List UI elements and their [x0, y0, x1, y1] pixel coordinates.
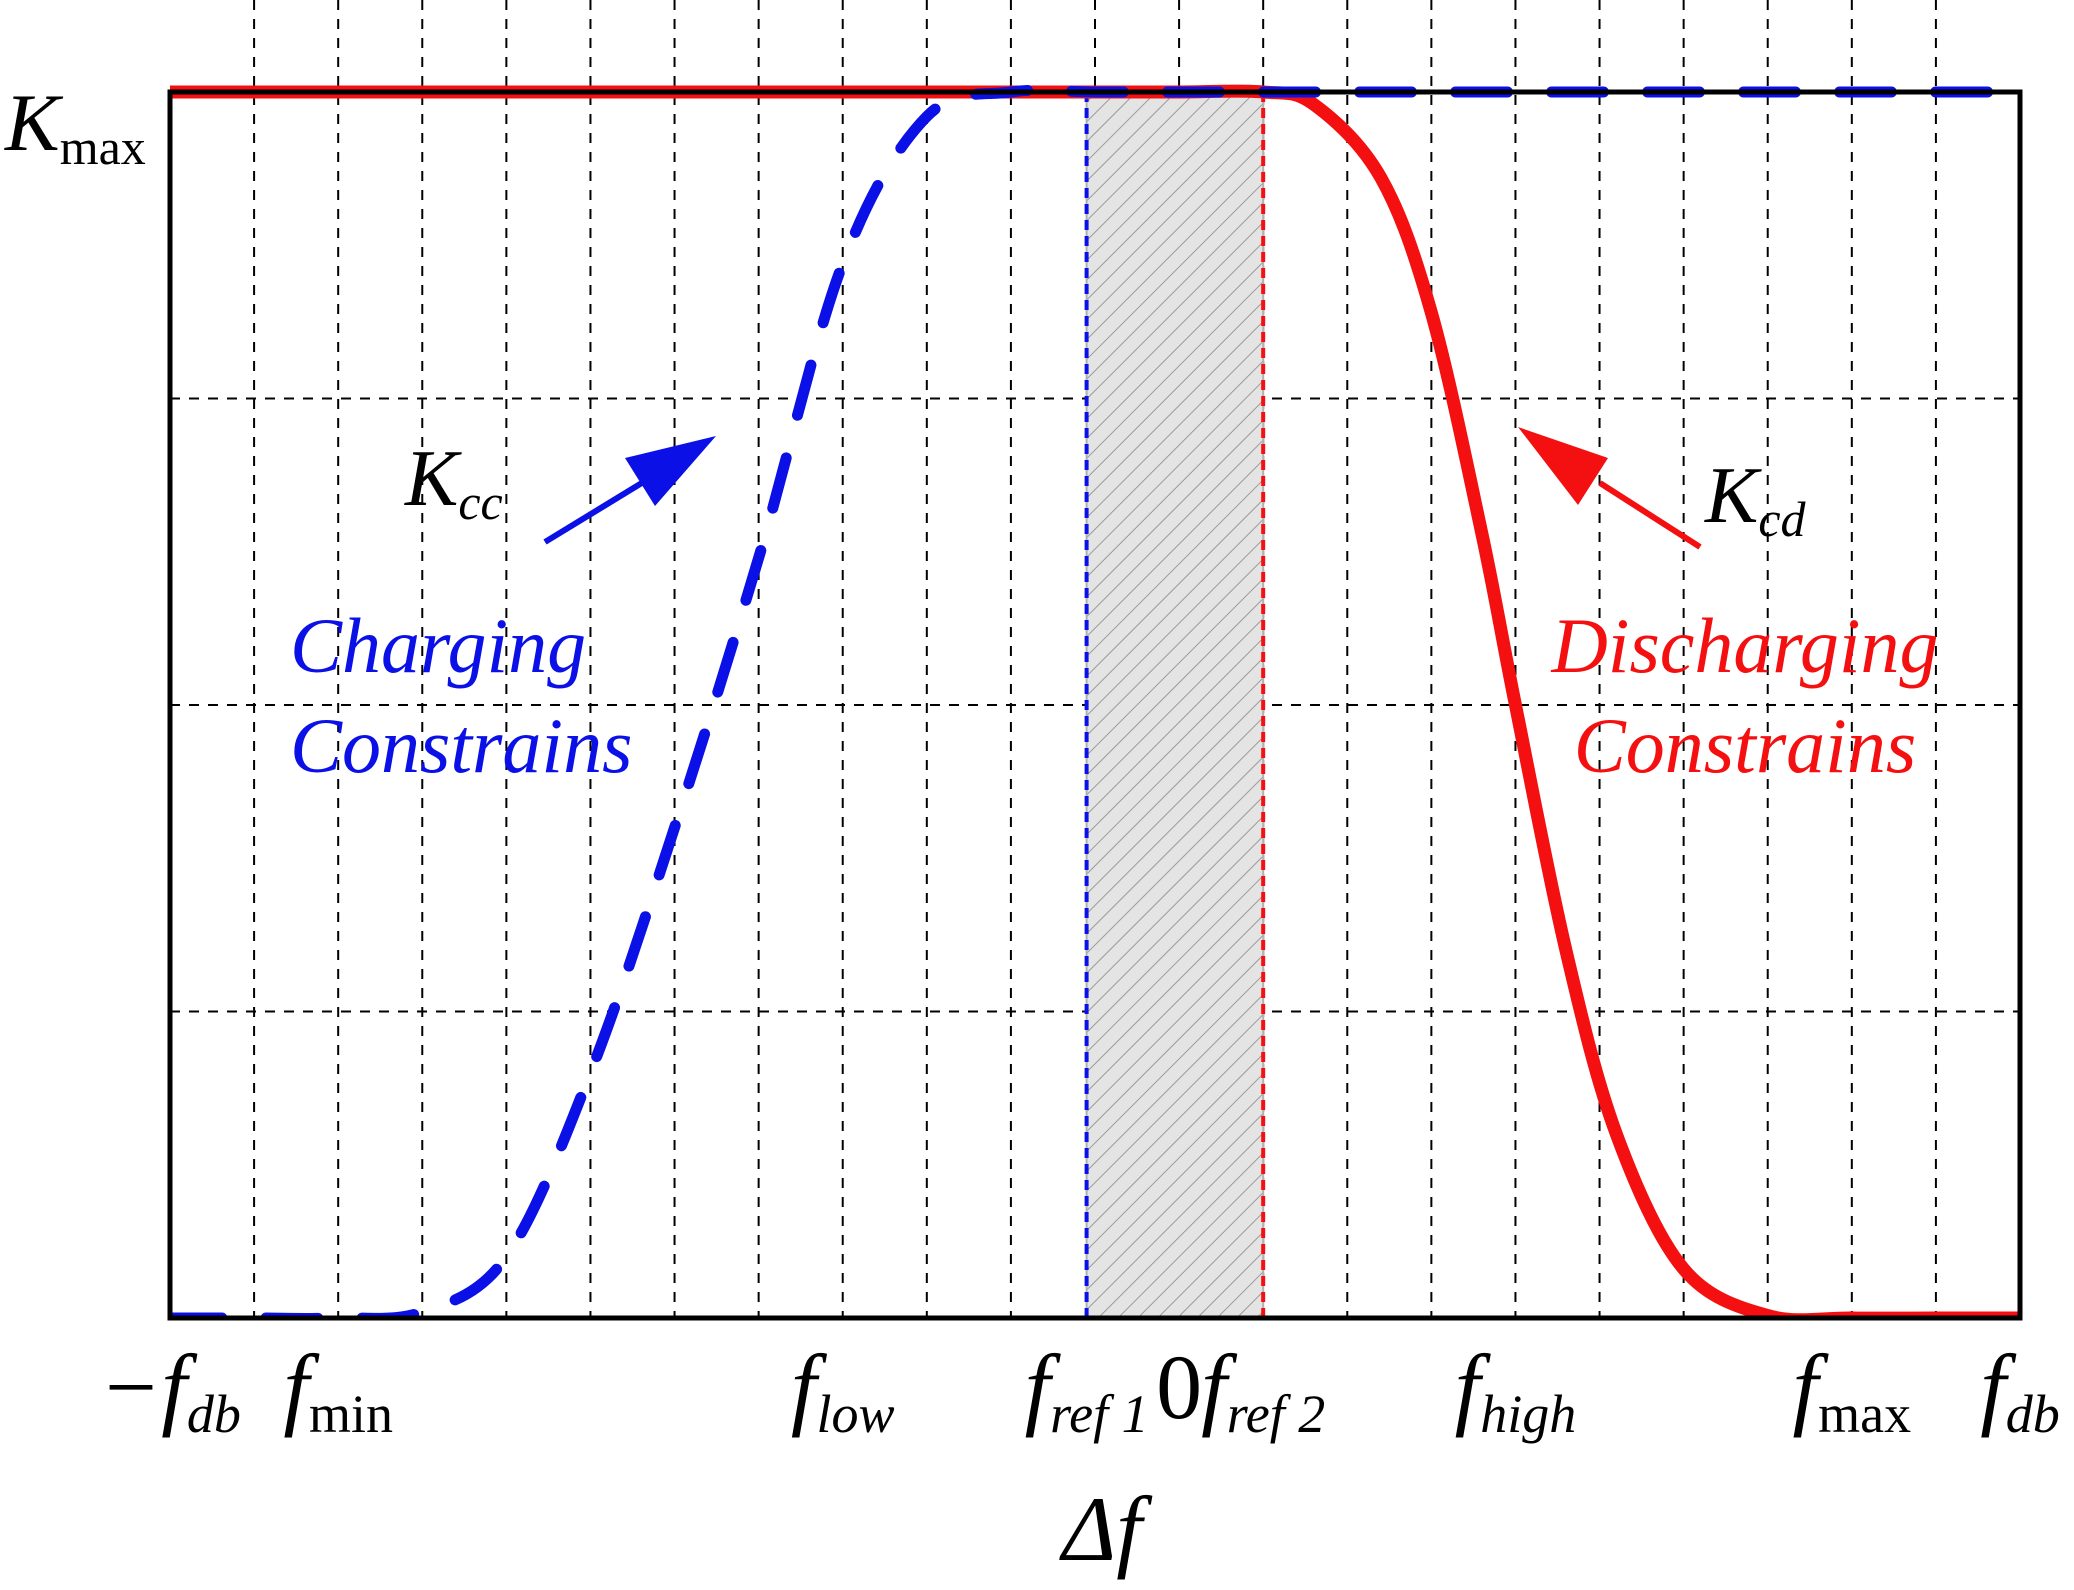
- kcd-arrow-shaft: [1598, 480, 1702, 550]
- shaded-band-area: [1085, 91, 1265, 1319]
- y-tick-label-0: Kmax: [4, 77, 146, 175]
- kcc-arrow-head: [625, 436, 716, 506]
- shaded-band: [1084, 91, 1266, 1319]
- charging-constrains-text-line-1: Constrains: [290, 702, 632, 789]
- x-tick-label-8: fdb: [1980, 1336, 2060, 1444]
- kcc-arrow-shaft: [543, 475, 652, 545]
- x-tick-label-0: −fdb: [99, 1336, 241, 1444]
- x-tick-label-5: fref 2: [1201, 1336, 1325, 1444]
- plot-frame: [167, 89, 2023, 1321]
- x-tick-label-7: fmax: [1793, 1336, 1912, 1444]
- kcc-charging-curve: [170, 84, 2020, 1320]
- grid: [170, 0, 2020, 1318]
- x-tick-label-4: 0: [1156, 1336, 1202, 1438]
- x-axis-label: Δf: [1058, 1478, 1153, 1580]
- discharging-constrains-text-line-1: Constrains: [1574, 702, 1916, 789]
- kcd-label: Kcd: [1704, 452, 1807, 547]
- x-tick-label-6: fhigh: [1455, 1336, 1577, 1444]
- tick-labels: −fdb fmin flow fref 1 0 fref 2 fhigh fmax fdb Kma…: [4, 77, 2060, 1444]
- discharging-constrains-text-line-0: Discharging: [1550, 602, 1938, 689]
- x-tick-label-3: fref 1: [1025, 1336, 1149, 1444]
- charging-constrains-text-line-0: Charging: [290, 602, 586, 689]
- kcd-arrow-head: [1518, 427, 1608, 505]
- annotations: Kcc Kcd Charging Constrains Discharging Const…: [290, 427, 1939, 789]
- kcc-label: Kcc: [404, 435, 503, 530]
- x-tick-label-2: flow: [791, 1336, 895, 1444]
- x-tick-label-1: fmin: [283, 1336, 393, 1444]
